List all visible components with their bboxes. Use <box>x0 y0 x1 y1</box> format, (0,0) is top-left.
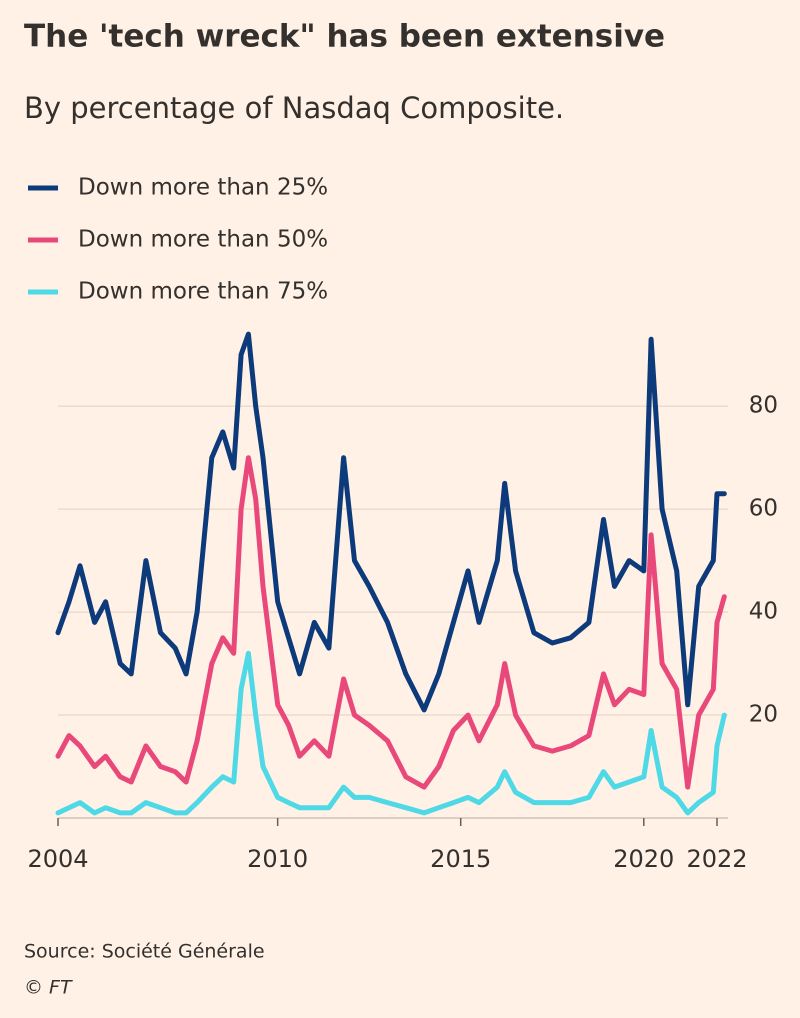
legend-label: Down more than 50% <box>78 227 328 253</box>
y-tick-label: 20 <box>749 702 778 728</box>
x-tick-label: 2020 <box>613 845 674 873</box>
chart-title: The 'tech wreck" has been extensive <box>24 19 665 55</box>
source: Source: Société Générale <box>24 941 265 963</box>
series-line <box>55 650 727 816</box>
legend-label: Down more than 25% <box>78 175 328 201</box>
y-tick-label: 40 <box>749 599 778 625</box>
x-tick-label: 2022 <box>686 845 747 873</box>
series-line <box>55 455 727 790</box>
x-tick-label: 2004 <box>27 845 88 873</box>
chart-subtitle: By percentage of Nasdaq Composite. <box>24 91 564 125</box>
x-tick-label: 2015 <box>430 845 491 873</box>
series-line <box>55 331 727 713</box>
y-tick-label: 60 <box>749 496 778 522</box>
x-tick-label: 2010 <box>247 845 308 873</box>
y-tick-label: 80 <box>749 393 778 419</box>
credit: © FT <box>24 977 73 999</box>
legend-label: Down more than 75% <box>78 279 328 305</box>
